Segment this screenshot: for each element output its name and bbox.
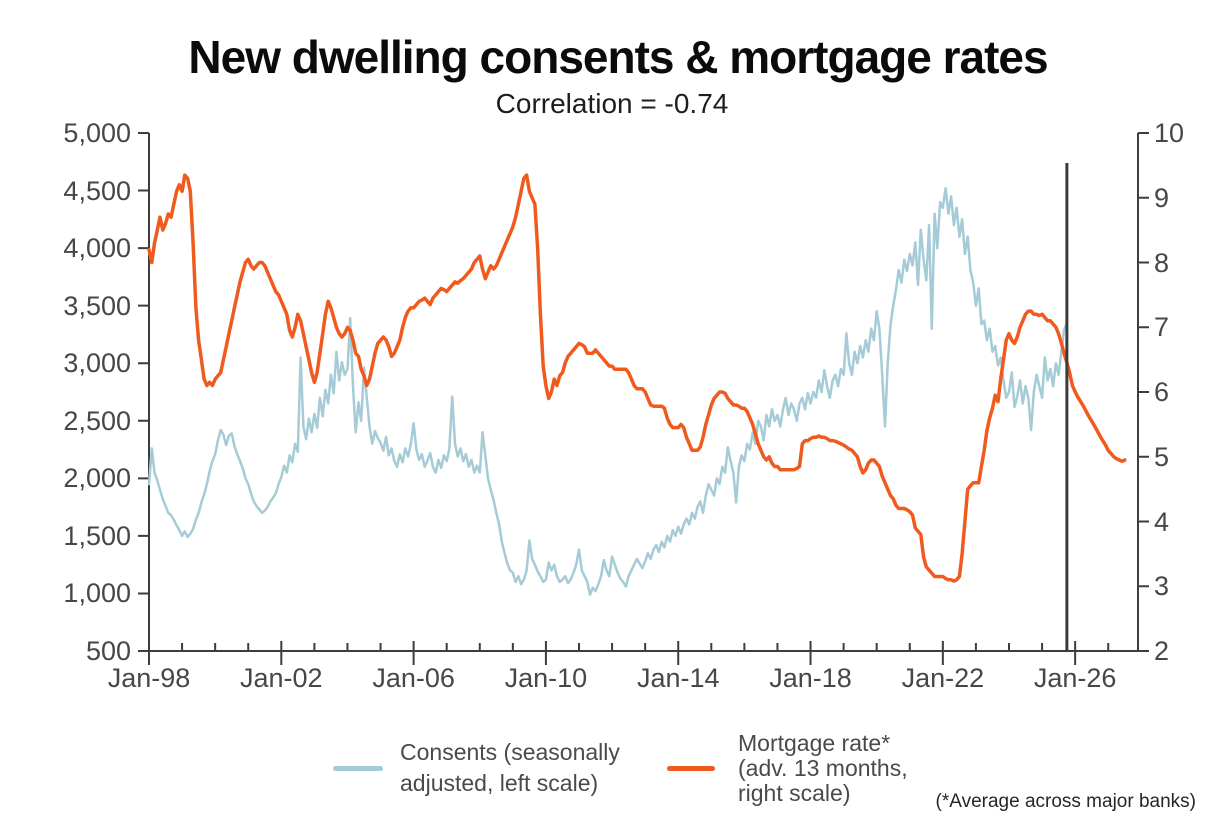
right-axis-tick-label: 9 [1154, 182, 1170, 213]
consents-legend-swatch [333, 766, 383, 771]
x-axis-tick-label: Jan-26 [1033, 663, 1117, 693]
consents-legend-line2: adjusted, left scale) [400, 770, 599, 796]
left-axis-tick-label: 3,000 [63, 348, 131, 379]
x-axis-tick-label: Jan-06 [372, 663, 455, 693]
x-axis-tick-label: Jan-98 [107, 663, 191, 693]
mortgage-legend-line1: Mortgage rate* [738, 730, 891, 756]
right-axis-tick-label: 2 [1154, 636, 1170, 666]
x-axis-tick-label: Jan-22 [901, 663, 985, 693]
right-axis-tick-label: 4 [1154, 506, 1170, 537]
left-axis-tick-label: 4,000 [63, 233, 131, 264]
page-title: New dwelling consents & mortgage rates [188, 31, 1048, 83]
mortgage-legend-line3: right scale) [738, 780, 851, 806]
mortgage-legend-label: Mortgage rate* (adv. 13 months, right sc… [738, 731, 908, 806]
mortgage-legend-swatch [667, 766, 715, 771]
x-axis-tick-label: Jan-18 [769, 663, 852, 693]
mortgage-line [147, 173, 1127, 583]
left-axis-tick-label: 5,000 [63, 118, 131, 148]
left-axis-tick-label: 2,500 [63, 405, 131, 436]
left-axis-tick-label: 1,000 [63, 578, 131, 609]
right-axis-tick-label: 3 [1154, 571, 1170, 602]
right-axis-tick-label: 8 [1154, 247, 1170, 278]
x-axis-tick-label: Jan-10 [504, 663, 588, 693]
right-axis-tick-label: 6 [1154, 377, 1170, 407]
left-axis-tick-label: 4,500 [63, 175, 131, 206]
right-axis-tick-label: 7 [1154, 312, 1170, 343]
right-axis-tick-label: 5 [1154, 441, 1170, 472]
consents-legend-label: Consents (seasonally adjusted, left scal… [400, 737, 620, 799]
x-axis-tick-label: Jan-14 [636, 663, 720, 693]
chart-subtitle: Correlation = -0.74 [495, 88, 729, 119]
left-axis-tick-label: 3,500 [63, 290, 131, 321]
left-axis-tick-label: 1,500 [63, 520, 131, 551]
footnote: (*Average across major banks) [935, 791, 1196, 812]
axes-and-ticks [138, 132, 1149, 665]
consents-legend-line1: Consents (seasonally [400, 739, 620, 765]
x-axis-tick-label: Jan-02 [240, 663, 323, 693]
consents-line [147, 187, 1069, 596]
mortgage-legend-line2: (adv. 13 months, [738, 755, 908, 781]
left-axis-tick-label: 2,000 [63, 463, 131, 494]
right-axis-tick-label: 10 [1154, 118, 1185, 148]
left-axis-tick-label: 500 [85, 636, 131, 666]
